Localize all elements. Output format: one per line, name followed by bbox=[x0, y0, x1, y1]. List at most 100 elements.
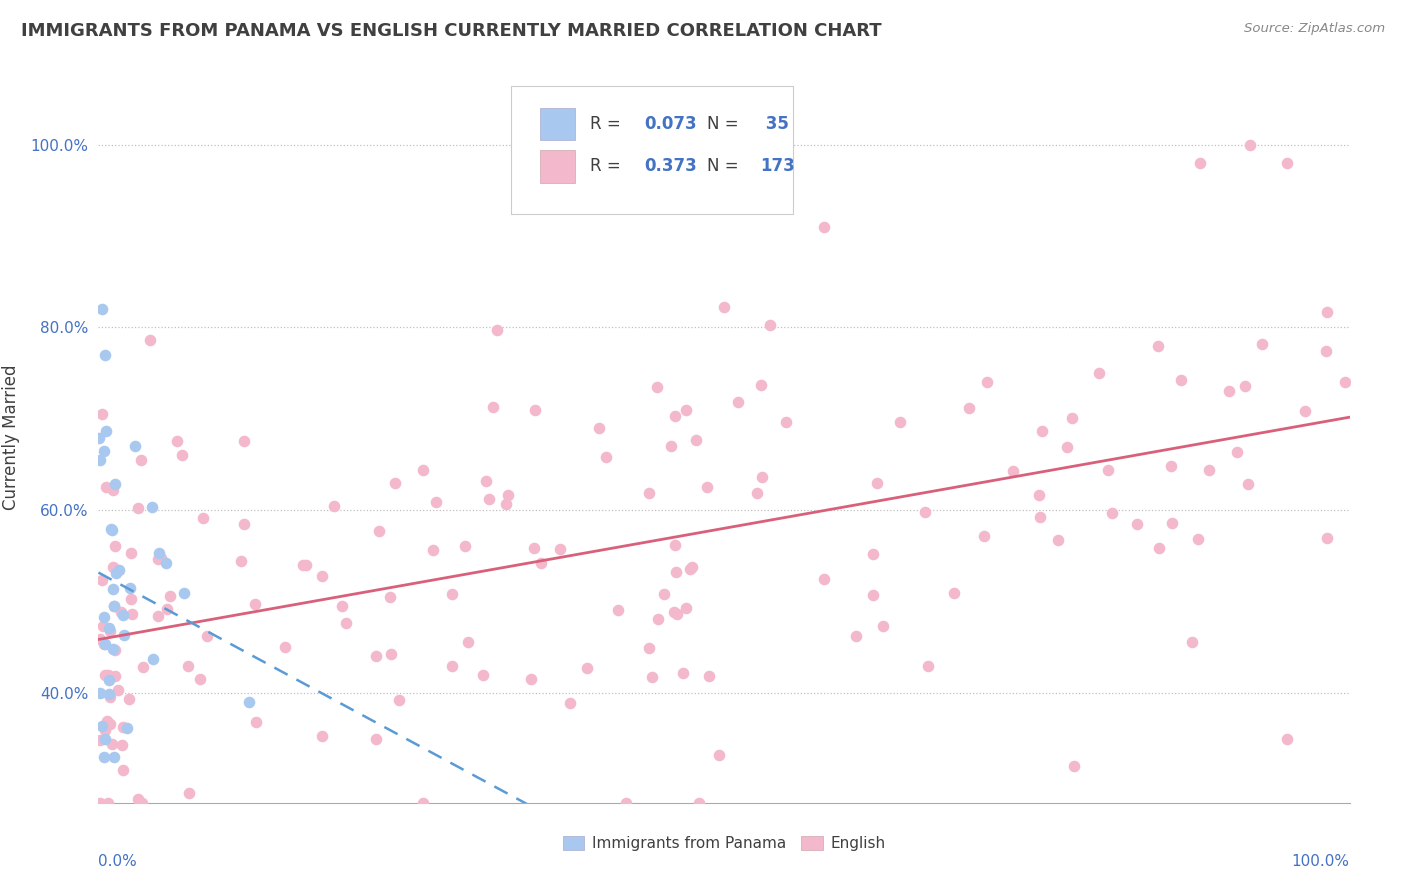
Point bbox=[96, 714, 118, 728]
Point bbox=[914, 504, 936, 518]
Point bbox=[530, 556, 553, 570]
Point bbox=[1097, 463, 1119, 477]
Point bbox=[813, 219, 835, 234]
Point bbox=[101, 641, 124, 656]
Point bbox=[1188, 155, 1211, 169]
Point bbox=[659, 439, 682, 453]
Point bbox=[1047, 533, 1070, 547]
Point bbox=[98, 716, 121, 731]
Point bbox=[665, 607, 688, 621]
Point bbox=[638, 640, 661, 655]
Point bbox=[141, 500, 163, 514]
Point bbox=[103, 750, 125, 764]
Point bbox=[103, 669, 125, 683]
Point bbox=[1277, 731, 1299, 746]
Point bbox=[233, 434, 256, 449]
Point bbox=[103, 599, 125, 613]
Point bbox=[1233, 379, 1256, 393]
Point bbox=[118, 582, 141, 596]
Point bbox=[759, 318, 782, 333]
Point bbox=[440, 587, 463, 601]
Point bbox=[238, 695, 260, 709]
Point bbox=[665, 565, 688, 579]
Point bbox=[176, 659, 198, 673]
Point bbox=[588, 421, 610, 435]
Point bbox=[1226, 445, 1249, 459]
Point bbox=[89, 686, 111, 700]
Point bbox=[110, 606, 132, 620]
Point bbox=[124, 439, 146, 453]
Point bbox=[129, 453, 152, 467]
Text: N =: N = bbox=[707, 158, 744, 176]
Point bbox=[89, 632, 111, 647]
Point bbox=[155, 601, 177, 615]
Point bbox=[575, 660, 598, 674]
Point bbox=[150, 551, 173, 566]
Point bbox=[245, 597, 267, 611]
Point bbox=[89, 453, 111, 467]
Point bbox=[1028, 510, 1050, 524]
Point bbox=[311, 729, 333, 743]
Point bbox=[179, 786, 201, 800]
Point bbox=[558, 696, 581, 710]
Point bbox=[496, 488, 519, 502]
Point bbox=[117, 721, 139, 735]
Point bbox=[101, 582, 124, 596]
Point bbox=[707, 747, 730, 762]
Point bbox=[1277, 155, 1299, 169]
Point bbox=[367, 524, 389, 538]
Point bbox=[1062, 410, 1084, 425]
Point bbox=[1063, 759, 1085, 773]
Point bbox=[173, 586, 195, 600]
Point bbox=[94, 424, 117, 438]
Point bbox=[89, 796, 111, 810]
Point bbox=[131, 796, 153, 810]
Point bbox=[120, 591, 142, 606]
Point bbox=[142, 652, 165, 666]
Point bbox=[155, 556, 177, 570]
Point bbox=[751, 470, 773, 484]
Legend: Immigrants from Panama, English: Immigrants from Panama, English bbox=[557, 830, 891, 857]
Point bbox=[889, 415, 911, 429]
Point bbox=[295, 558, 318, 572]
Point bbox=[101, 483, 124, 497]
Point bbox=[495, 497, 517, 511]
FancyBboxPatch shape bbox=[540, 150, 575, 183]
Point bbox=[412, 463, 434, 477]
Point bbox=[485, 323, 508, 337]
Point bbox=[90, 719, 112, 733]
Point bbox=[647, 612, 669, 626]
Point bbox=[523, 541, 546, 555]
Point bbox=[1126, 516, 1149, 531]
Point bbox=[94, 480, 117, 494]
Point bbox=[233, 516, 256, 531]
Point bbox=[745, 486, 768, 500]
Text: 0.0%: 0.0% bbox=[98, 854, 138, 869]
Text: 173: 173 bbox=[761, 158, 796, 176]
Point bbox=[121, 607, 143, 621]
Point bbox=[97, 687, 120, 701]
Point bbox=[97, 673, 120, 687]
Point bbox=[1315, 344, 1337, 359]
Text: 0.373: 0.373 bbox=[644, 158, 697, 176]
Point bbox=[688, 796, 710, 810]
Point bbox=[191, 511, 214, 525]
Point bbox=[1180, 635, 1202, 649]
Point bbox=[111, 739, 134, 753]
Point bbox=[378, 591, 401, 605]
Point bbox=[101, 559, 124, 574]
Point bbox=[188, 672, 211, 686]
Point bbox=[662, 605, 685, 619]
Point bbox=[146, 551, 169, 566]
Point bbox=[520, 672, 543, 686]
Point bbox=[1160, 516, 1182, 531]
Point bbox=[93, 723, 115, 737]
Point bbox=[97, 668, 120, 682]
Point bbox=[652, 587, 675, 601]
Point bbox=[146, 608, 169, 623]
Point bbox=[595, 450, 617, 465]
Point bbox=[607, 602, 630, 616]
Point bbox=[112, 627, 135, 641]
Point bbox=[335, 615, 357, 630]
Point bbox=[1198, 463, 1220, 477]
